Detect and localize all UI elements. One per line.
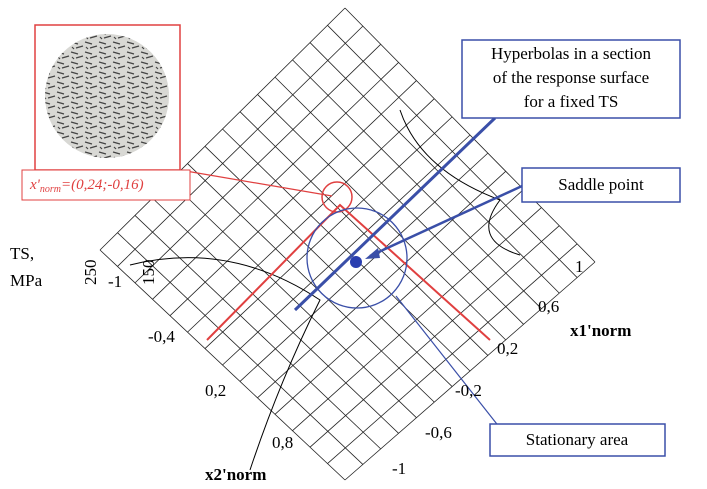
arrow-head (365, 248, 380, 259)
callout-text: Saddle point (558, 175, 644, 194)
callout-box (521, 167, 681, 203)
z-axis-label: MPa (10, 271, 43, 290)
z-axis-label: TS, (10, 244, 34, 263)
mesh-line (309, 225, 560, 448)
z-tick-label: 150 (139, 260, 158, 286)
stationary-circle (306, 207, 408, 309)
hyperbola (129, 257, 321, 471)
mesh-line (222, 128, 471, 372)
micrograph (45, 34, 169, 158)
annotation-subscript: norm (40, 184, 61, 195)
callout-arrow (369, 184, 523, 258)
annotation-prefix: x' (29, 177, 41, 193)
annotation-value: =(0,24;-0,16) (61, 177, 144, 193)
x2-tick-label: 0,2 (205, 381, 226, 400)
surface-mesh (99, 7, 596, 481)
callout-text: of the response surface (493, 68, 649, 87)
z-tick-label: 250 (81, 260, 100, 286)
x1-tick-label: 1 (575, 257, 584, 276)
mesh-line (274, 189, 524, 415)
annotation: x'norm=(0,24;-0,16) (29, 177, 144, 195)
mesh-line (292, 207, 542, 432)
callout-text: for a fixed TS (524, 92, 619, 111)
mesh-line (99, 249, 346, 481)
callout-line (293, 116, 497, 312)
x2-tick-label: 0,8 (272, 433, 293, 452)
x1-tick-label: 0,2 (497, 339, 518, 358)
x1-axis-label: x1'norm (570, 321, 631, 340)
leader-line (179, 169, 333, 197)
annotation-frame (21, 169, 191, 201)
mesh-line (257, 170, 506, 399)
callout-text: Hyperbolas in a section (491, 44, 652, 63)
callout-text: Stationary area (526, 430, 629, 449)
mesh-line (152, 197, 399, 434)
mesh-line (204, 145, 453, 387)
mesh-line (344, 261, 596, 481)
x2-axis-label: x2'norm (205, 465, 266, 484)
callout-box (461, 39, 681, 119)
callout-line (395, 295, 501, 429)
mesh-line (239, 152, 489, 382)
x2-tick-label: -1 (108, 272, 122, 291)
mesh-line (169, 180, 417, 419)
mesh-line (187, 163, 435, 403)
mesh-line (327, 243, 578, 464)
saddle-point (350, 256, 362, 268)
mesh-line (117, 232, 364, 465)
callout-box (489, 423, 666, 457)
mesh-line (134, 215, 381, 450)
projection-lines (206, 203, 491, 341)
hyperbola (399, 109, 521, 256)
x1-tick-label: -0,6 (425, 423, 452, 442)
x1-tick-label: 0,6 (538, 297, 559, 316)
x1-tick-label: -1 (392, 459, 406, 478)
x1-tick-label: -0,2 (455, 381, 482, 400)
x2-tick-label: -0,4 (148, 327, 175, 346)
